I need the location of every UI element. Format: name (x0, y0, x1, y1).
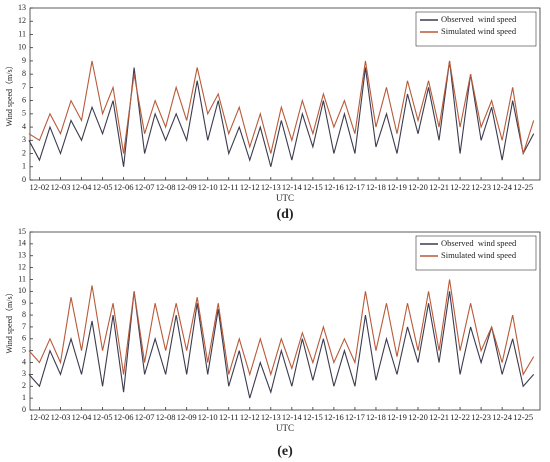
x-tick-label: 12-18 (366, 182, 386, 192)
x-tick-label: 12-14 (282, 182, 303, 192)
plot-frame (29, 7, 541, 181)
x-axis-label: UTC (276, 193, 294, 203)
series-line (28, 60, 535, 154)
y-tick-label: 6 (22, 334, 26, 343)
x-tick-label: 12-25 (513, 182, 533, 192)
legend-label: Simulated wind speed (441, 250, 517, 260)
y-tick-label: 6 (22, 95, 26, 104)
x-tick-label: 12-25 (513, 412, 533, 422)
y-tick-label: 4 (22, 357, 26, 366)
x-tick-label: 12-17 (345, 412, 365, 422)
y-tick-label: 15 (18, 227, 26, 236)
x-tick-label: 12-20 (408, 412, 428, 422)
legend-label: Simulated wind speed (441, 26, 517, 36)
x-tick-label: 12-14 (282, 412, 303, 422)
x-tick-label: 12-11 (219, 412, 239, 422)
x-tick-label: 12-18 (366, 412, 386, 422)
x-tick-label: 12-15 (303, 182, 323, 192)
x-tick-label: 12-02 (30, 182, 50, 192)
x-tick-label: 12-10 (198, 182, 218, 192)
x-tick-label: 12-07 (135, 182, 155, 192)
y-tick-label: 3 (22, 369, 26, 378)
x-axis-label: UTC (276, 423, 294, 433)
y-tick-label: 3 (22, 135, 26, 144)
x-tick-label: 12-03 (51, 182, 71, 192)
x-tick-label: 12-24 (492, 412, 513, 422)
x-tick-label: 12-21 (429, 412, 449, 422)
x-tick-label: 12-21 (429, 182, 449, 192)
y-tick-label: 1 (22, 393, 26, 402)
x-tick-label: 12-06 (114, 412, 134, 422)
y-tick-label: 2 (22, 148, 26, 157)
legend-box (415, 235, 537, 271)
y-tick-label: 12 (18, 16, 26, 25)
y-tick-label: 1 (22, 162, 26, 171)
y-tick-label: 11 (18, 274, 26, 283)
y-tick-label: 7 (22, 82, 26, 91)
y-tick-label: 13 (18, 3, 26, 12)
x-tick-label: 12-02 (30, 412, 50, 422)
x-tick-label: 12-09 (177, 412, 197, 422)
x-tick-label: 12-05 (93, 182, 113, 192)
y-tick-label: 13 (18, 251, 26, 260)
y-tick-label: 14 (18, 239, 26, 248)
y-tick-label: 0 (22, 175, 26, 184)
x-tick-label: 12-10 (198, 412, 218, 422)
x-tick-label: 12-16 (324, 182, 344, 192)
legend-label: Observed wind speed (441, 14, 517, 24)
chart-title: (d) (276, 207, 293, 222)
x-tick-label: 12-08 (156, 182, 176, 192)
x-tick-label: 12-04 (72, 182, 93, 192)
x-tick-label: 12-22 (450, 182, 470, 192)
x-tick-label: 12-24 (492, 182, 513, 192)
x-tick-label: 12-22 (450, 412, 470, 422)
x-tick-label: 12-07 (135, 412, 155, 422)
x-tick-label: 12-05 (93, 412, 113, 422)
y-tick-label: 8 (22, 310, 26, 319)
y-tick-label: 9 (22, 56, 26, 65)
x-tick-label: 12-08 (156, 412, 176, 422)
x-tick-label: 12-03 (51, 412, 71, 422)
x-tick-label: 12-17 (345, 182, 365, 192)
x-tick-label: 12-04 (72, 412, 93, 422)
y-tick-label: 2 (22, 381, 26, 390)
plot-frame (29, 231, 541, 411)
x-tick-label: 12-13 (261, 412, 281, 422)
y-tick-label: 5 (22, 109, 26, 118)
x-tick-label: 12-09 (177, 182, 197, 192)
x-tick-label: 12-15 (303, 412, 323, 422)
x-tick-label: 12-19 (387, 182, 407, 192)
y-tick-label: 9 (22, 298, 26, 307)
legend-label: Observed wind speed (441, 238, 517, 248)
y-tick-label: 11 (18, 29, 26, 38)
legend-box (415, 11, 537, 47)
series-line (28, 279, 535, 377)
y-tick-label: 10 (18, 286, 26, 295)
y-tick-label: 7 (22, 322, 26, 331)
y-axis-label: Wind speed（m/s） (5, 61, 14, 126)
chart-title: (e) (277, 444, 293, 459)
x-tick-label: 12-12 (240, 182, 260, 192)
x-tick-label: 12-23 (471, 412, 491, 422)
series-line (28, 291, 535, 399)
x-tick-label: 12-13 (261, 182, 281, 192)
x-tick-label: 12-16 (324, 412, 344, 422)
x-tick-label: 12-20 (408, 182, 428, 192)
y-tick-label: 12 (18, 262, 26, 271)
x-tick-label: 12-11 (219, 182, 239, 192)
y-tick-label: 5 (22, 345, 26, 354)
x-tick-label: 12-19 (387, 412, 407, 422)
y-tick-label: 0 (22, 405, 26, 414)
x-tick-label: 12-12 (240, 412, 260, 422)
y-axis-label: Wind speed（m/s） (5, 288, 14, 353)
y-tick-label: 4 (22, 122, 26, 131)
x-tick-label: 12-23 (471, 182, 491, 192)
x-tick-label: 12-06 (114, 182, 134, 192)
y-tick-label: 10 (18, 43, 26, 52)
y-tick-label: 8 (22, 69, 26, 78)
